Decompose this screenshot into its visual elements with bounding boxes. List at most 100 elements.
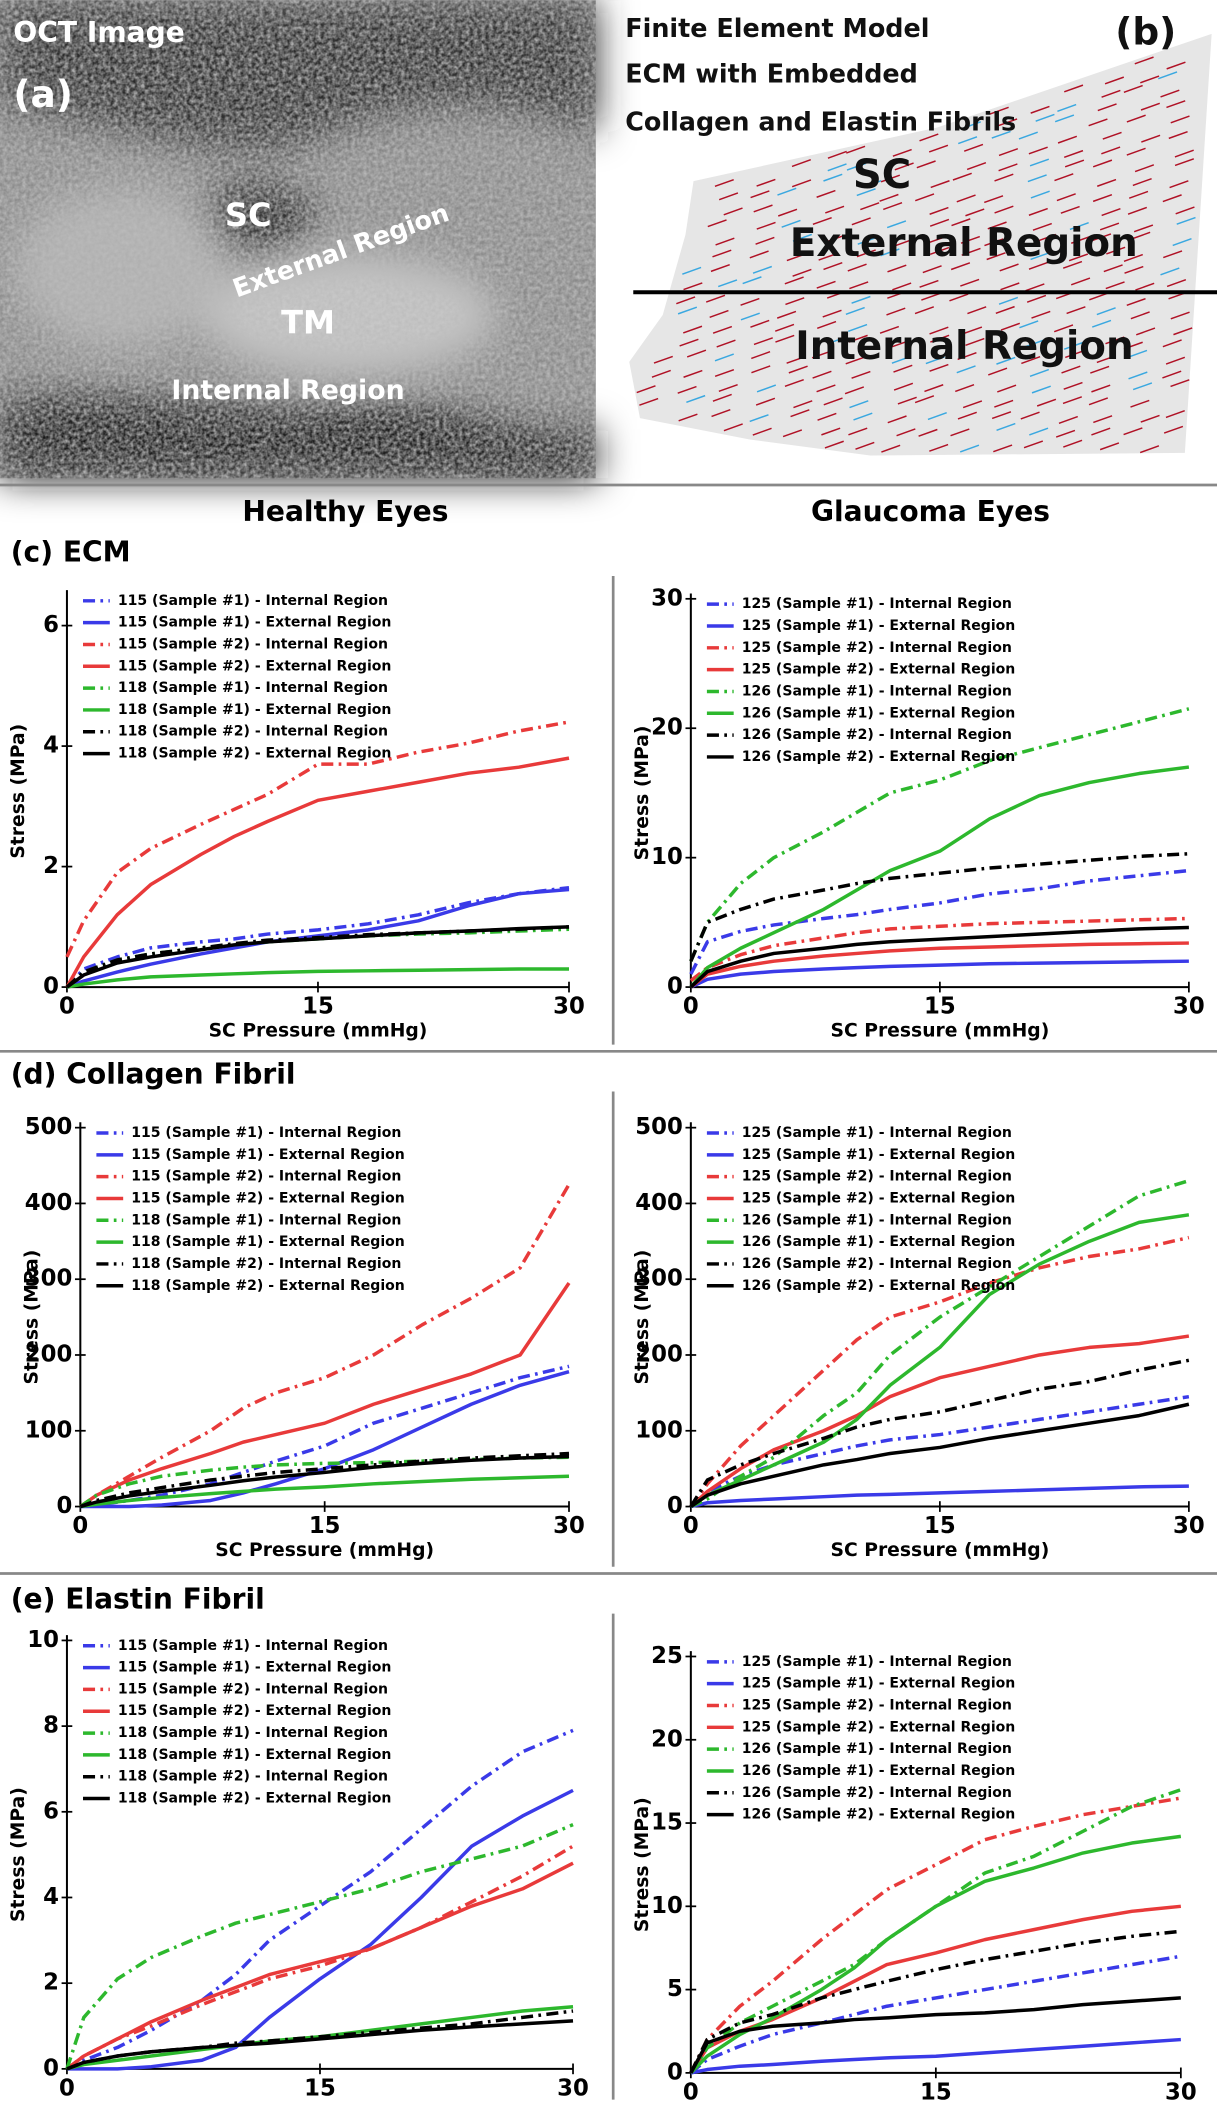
fiber xyxy=(845,356,865,365)
fiber xyxy=(966,162,987,171)
fiber xyxy=(856,249,876,258)
fiber xyxy=(712,325,733,334)
fiber xyxy=(1126,297,1146,307)
legend-label: 125 (Sample #1) - Internal Region xyxy=(742,596,1012,612)
legend-label: 126 (Sample #2) - External Region xyxy=(742,1807,1016,1823)
fiber xyxy=(1088,118,1108,127)
fiber xyxy=(636,385,656,394)
series-line xyxy=(690,959,1189,989)
legend-label: 126 (Sample #1) - External Region xyxy=(742,1234,1016,1250)
y-tick-label: 0 xyxy=(667,2059,683,2085)
fiber xyxy=(1092,159,1113,168)
fiber xyxy=(717,279,738,288)
fiber xyxy=(1029,427,1049,436)
x-tick-label: 30 xyxy=(553,994,585,1020)
x-tick-label: 0 xyxy=(72,1513,88,1539)
legend-label: 125 (Sample #2) - Internal Region xyxy=(742,1169,1012,1185)
panel-label: (a) xyxy=(13,72,73,116)
series-line xyxy=(79,1183,571,1508)
fiber xyxy=(891,355,911,364)
fiber xyxy=(994,205,1014,214)
fiber xyxy=(1096,355,1116,364)
y-tick-label: 25 xyxy=(651,1643,683,1669)
fiber xyxy=(812,216,832,226)
fiber xyxy=(951,218,971,227)
fiber xyxy=(827,150,847,159)
fiber xyxy=(999,263,1019,272)
fiber xyxy=(994,399,1014,408)
row-title: (e) Elastin Fibril xyxy=(11,1582,265,1615)
series-line xyxy=(689,941,1189,989)
fiber xyxy=(1063,149,1084,159)
fiber xyxy=(887,264,907,273)
fiber xyxy=(993,444,1013,453)
legend-label: 118 (Sample #2) - External Region xyxy=(131,1278,405,1294)
series-line xyxy=(689,1929,1182,2074)
fiber xyxy=(897,396,917,405)
fiber xyxy=(791,159,812,168)
fiber xyxy=(1130,399,1150,408)
fiber xyxy=(792,268,812,277)
fiber xyxy=(896,428,916,437)
fiber xyxy=(790,409,810,418)
fiber xyxy=(1101,89,1121,98)
fiber xyxy=(1054,173,1074,182)
fiber xyxy=(957,411,977,420)
fiber xyxy=(1070,277,1091,286)
legend-label: 125 (Sample #2) - External Region xyxy=(742,1719,1016,1735)
fiber xyxy=(1135,327,1156,336)
fiber xyxy=(1057,103,1077,112)
fiber xyxy=(892,148,912,157)
fiber xyxy=(930,334,950,343)
fiber xyxy=(821,427,841,436)
y-tick-label: 4 xyxy=(43,733,59,759)
fiber xyxy=(849,400,869,409)
fiber xyxy=(749,250,769,259)
fiber xyxy=(714,353,734,362)
fiber xyxy=(786,253,806,262)
fiber xyxy=(962,400,983,409)
fiber xyxy=(1140,102,1161,111)
fiber xyxy=(714,178,734,188)
fiber xyxy=(823,235,843,244)
fiber xyxy=(1096,307,1116,316)
fiber xyxy=(723,207,743,216)
fiber xyxy=(1062,260,1083,269)
fiber xyxy=(818,252,838,261)
fiber xyxy=(1105,336,1125,345)
fiber xyxy=(960,235,981,244)
y-tick-label: 10 xyxy=(651,1893,683,1919)
series-line xyxy=(689,1235,1190,1508)
fiber xyxy=(965,208,985,217)
fiber xyxy=(1173,327,1193,336)
fiber xyxy=(1130,311,1150,320)
fiber xyxy=(1160,267,1180,276)
y-tick-label: 400 xyxy=(635,1190,683,1216)
series-line xyxy=(689,868,1190,975)
fiber xyxy=(1165,356,1186,365)
fiber xyxy=(1060,205,1080,214)
chart: 051015202501530SC Pressure (mmHg)Stress … xyxy=(632,1643,1197,2104)
fiber xyxy=(963,143,984,152)
y-axis-label: Stress (MPa) xyxy=(632,1797,653,1932)
series-line xyxy=(66,1788,574,2071)
legend-label: 115 (Sample #2) - Internal Region xyxy=(131,1169,401,1185)
fiber xyxy=(914,395,935,404)
y-tick-label: 30 xyxy=(651,585,683,611)
fiber xyxy=(1140,414,1160,423)
x-tick-label: 15 xyxy=(924,994,956,1020)
fiber xyxy=(740,297,760,306)
fiber xyxy=(886,307,906,316)
fiber xyxy=(1068,253,1089,262)
fiber xyxy=(816,280,836,289)
legend-label: 115 (Sample #2) - External Region xyxy=(118,1703,392,1719)
series-line xyxy=(80,1369,570,1509)
fiber xyxy=(1023,440,1044,449)
x-tick-label: 30 xyxy=(1173,1513,1205,1539)
fiber xyxy=(956,365,976,374)
panel-label: (b) xyxy=(1115,9,1176,53)
fiber xyxy=(817,412,837,421)
legend-label: 125 (Sample #1) - External Region xyxy=(742,618,1016,634)
fiber xyxy=(880,248,900,257)
series-line xyxy=(690,1484,1189,1509)
